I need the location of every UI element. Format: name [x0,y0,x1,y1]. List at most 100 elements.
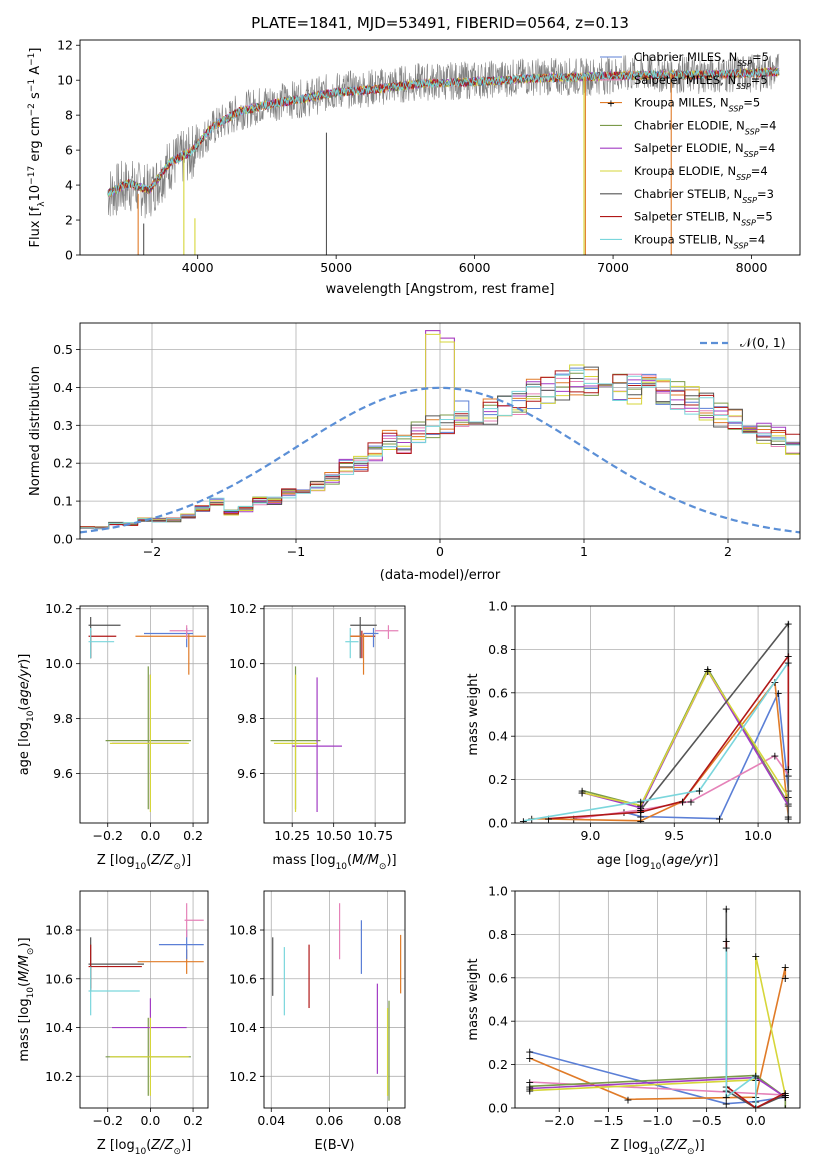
weight-point: + [784,656,793,669]
x-tick-label: −1.0 [642,1113,672,1128]
legend-label-kroupa_miles: Kroupa MILES, NSSP=5 [634,96,760,114]
x-tick-label: −0.2 [93,1113,123,1128]
weight-point: + [527,813,536,826]
label-part: ⊙ [173,862,181,872]
errorbars [88,903,204,1096]
weight_vs_Z-panel: −2.0 −1.5 −1.0 −0.5 0.00.00.20.40.60.81.0++ +… [466,884,801,1157]
y-tick-label: 0.4 [488,1014,508,1029]
y-tick-label: 10.0 [229,656,257,671]
legend-sub: SSP [741,218,756,227]
y-axis-label: Normed distribution [28,366,43,496]
y-tick-label: 10.8 [229,923,257,938]
label-part: Z [log [97,1138,135,1153]
label-part: mass [log [17,998,32,1061]
axes-frame [79,322,801,540]
x-tick-label: 9.0 [580,828,600,843]
spectrum-traces [107,53,780,255]
label-part: −2 [27,103,37,116]
label-part: Flux [ [28,211,43,247]
x-tick-label: 5000 [320,260,352,275]
legend-label-salpeter_elodie: Salpeter ELODIE, NSSP=4 [634,141,775,159]
y-tick-label: 10.2 [45,601,73,616]
x-tick-label: −0.5 [691,1113,721,1128]
label-part: 10 [650,862,662,872]
legend-sub: SSP [737,59,752,68]
label-part: Z/Z [150,1138,174,1153]
weight-line-salpeter_stelib [548,653,790,820]
age_vs_mass-panel: 10.25 10.50 10.75 9.6 9.8 10.0 10.2 mass [log10… [229,601,406,872]
y-tick-label: 8 [65,108,73,123]
y-tick-label: 0.3 [53,418,73,433]
mass_vs_ebv-panel: 0.04 0.06 0.08 10.2 10.4 10.6 10.8 [229,890,406,1128]
label-part: s [28,92,43,103]
x-tick-label: 4000 [182,260,214,275]
weight-point: + [519,815,528,828]
label-part: ] [28,48,43,53]
weight-point: + [781,972,790,985]
axes-frame [79,890,209,1109]
label-part: λ [37,201,47,207]
x-tick-label: −1 [287,544,305,559]
legend-count: =5 [743,96,760,110]
y-tick-label: 0.8 [488,927,508,942]
y-axis-label: mass [log10(M/M⊙)] [17,937,36,1061]
label-part: ( [661,853,666,868]
label-part: age [log [597,853,650,868]
legend-label-kroupa_elodie: Kroupa ELODIE, NSSP=4 [634,164,768,182]
y-tick-label: 10 [57,73,73,88]
label-part: )] [695,1138,705,1153]
y-tick-label: 10.8 [45,923,73,938]
y-tick-label: 10.6 [229,971,257,986]
weight-point: + [781,1089,790,1102]
weight-point: + [781,1102,790,1115]
x-tick-label: 0.2 [183,1113,203,1128]
y-tick-label: 10.2 [229,1069,257,1084]
legend-sub: SSP [736,81,751,90]
x-tick-label: 7000 [597,260,629,275]
x-tick-label: 0.08 [374,1113,402,1128]
weight-line-salpeter_elodie [581,669,789,809]
weight-point: + [784,650,793,663]
weight-point: + [781,1091,790,1104]
residual-panel: −2 −1 0 1 2 0.0 0.1 0.2 0.3 0.4 0.5 (data-model)/er… [28,322,801,583]
hist-kroupa_miles [80,369,800,529]
weight-point: + [784,763,793,776]
weight-point: + [784,813,793,826]
weight-point: + [544,813,553,826]
weight-point: + [781,961,790,974]
label-part: ( [146,853,151,868]
label-part: 10 [336,862,348,872]
y-tick-label: 0.8 [488,642,508,657]
weight-point: + [722,1098,731,1111]
y-tick-label: 0.0 [53,532,73,547]
x-tick-label: 0.0 [140,1113,160,1128]
legend-count: =4 [758,141,775,155]
hist-salpeter_miles [80,330,800,530]
weight-point: + [636,802,645,815]
y-tick-label: 0.0 [488,1101,508,1116]
label-part: )] [708,853,718,868]
label-part: Z/Z [664,1138,688,1153]
y-tick-label: 10.6 [45,971,73,986]
axes-frame [263,605,406,824]
legend-label-chabrier_miles: Chabrier MILES, NSSP=5 [634,50,769,68]
x-tick-label: 0.06 [315,1113,343,1128]
weight-line-salpeter_miles [573,754,789,820]
label-part: )] [181,853,191,868]
legend-label-chabrier_stelib: Chabrier STELIB, NSSP=3 [634,187,774,205]
weight-point: + [636,795,645,808]
label-part: mass [log [272,853,335,868]
y-tick-label: 10.4 [229,1020,257,1035]
y-tick-label: 9.6 [237,766,257,781]
legend-count: =5 [752,50,769,64]
label-part: )] [17,654,32,664]
x-tick-label: −0.2 [93,828,123,843]
legend-count: =4 [760,118,777,132]
legend-sub: SSP [729,104,744,113]
label-part: ( [660,1138,665,1153]
weight-point: + [525,1076,534,1089]
weight-line-kroupa_elodie [581,669,789,807]
weight-line-chabrier_miles [623,689,790,820]
y-tick-label: 0 [65,248,73,263]
x-tick-label: 6000 [459,260,491,275]
